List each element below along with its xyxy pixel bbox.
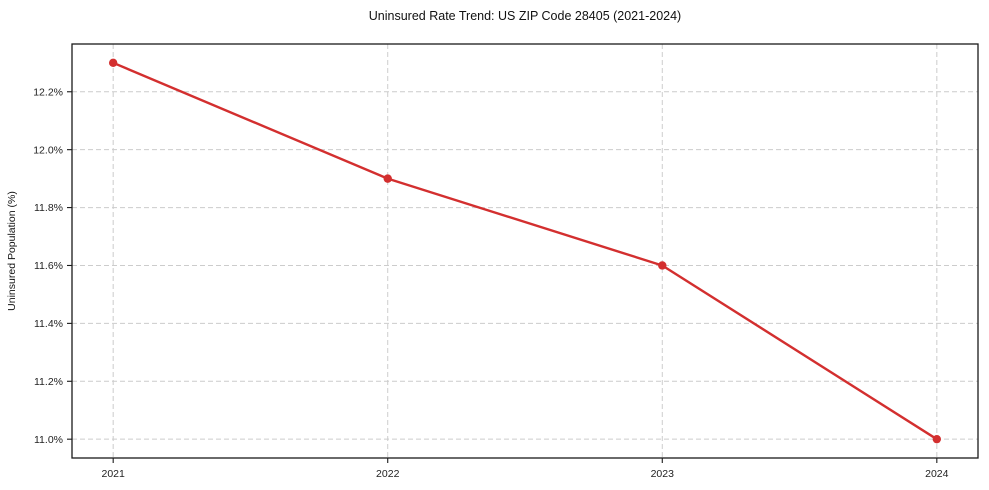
axes: [67, 43, 979, 463]
data-point-marker: [383, 174, 392, 183]
y-tick-label: 11.4%: [34, 318, 63, 330]
trend-line: [111, 61, 939, 441]
x-tick-label: 2022: [376, 468, 400, 480]
chart-title: Uninsured Rate Trend: US ZIP Code 28405 …: [369, 9, 681, 23]
y-tick-label: 12.2%: [33, 86, 63, 98]
data-point-marker: [108, 58, 118, 68]
y-tick-label: 11.0%: [34, 434, 63, 446]
x-tick-label: 2024: [925, 468, 949, 480]
y-axis-label: Uninsured Population (%): [6, 191, 18, 311]
data-point-marker: [658, 261, 667, 270]
tick-labels: 11.0% 11.2% 11.4% 11.6% 11.8% 12.0% 12.2% 2021 2…: [33, 86, 948, 480]
y-tick-label: 11.2%: [34, 376, 63, 388]
x-tick-label: 2023: [651, 468, 675, 480]
trend-series: [108, 58, 942, 444]
data-point-marker: [932, 434, 942, 444]
gridlines: [72, 44, 978, 458]
y-tick-label: 12.0%: [33, 144, 63, 156]
y-tick-label: 11.6%: [34, 260, 63, 272]
plot-border: [71, 43, 979, 459]
x-tick-label: 2021: [102, 468, 126, 480]
y-tick-label: 11.8%: [34, 202, 63, 214]
